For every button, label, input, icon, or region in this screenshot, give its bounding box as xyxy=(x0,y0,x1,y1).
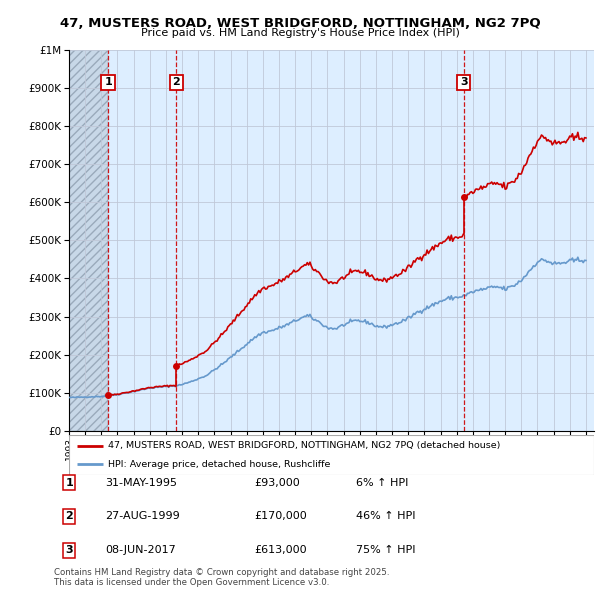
Text: HPI: Average price, detached house, Rushcliffe: HPI: Average price, detached house, Rush… xyxy=(109,460,331,468)
Text: 75% ↑ HPI: 75% ↑ HPI xyxy=(356,545,416,555)
Bar xyxy=(69,50,108,431)
Text: 6% ↑ HPI: 6% ↑ HPI xyxy=(356,477,409,487)
Text: 1: 1 xyxy=(65,477,73,487)
Text: £170,000: £170,000 xyxy=(254,512,307,522)
Text: Contains HM Land Registry data © Crown copyright and database right 2025.
This d: Contains HM Land Registry data © Crown c… xyxy=(54,568,389,587)
Text: 08-JUN-2017: 08-JUN-2017 xyxy=(106,545,176,555)
Text: 2: 2 xyxy=(65,512,73,522)
Text: £93,000: £93,000 xyxy=(254,477,299,487)
Text: 3: 3 xyxy=(65,545,73,555)
Text: 47, MUSTERS ROAD, WEST BRIDGFORD, NOTTINGHAM, NG2 7PQ: 47, MUSTERS ROAD, WEST BRIDGFORD, NOTTIN… xyxy=(59,17,541,30)
Text: 2: 2 xyxy=(173,77,180,87)
FancyBboxPatch shape xyxy=(69,435,594,475)
Text: 3: 3 xyxy=(460,77,467,87)
Text: 31-MAY-1995: 31-MAY-1995 xyxy=(106,477,178,487)
Text: 27-AUG-1999: 27-AUG-1999 xyxy=(106,512,180,522)
Text: 1: 1 xyxy=(104,77,112,87)
Text: 46% ↑ HPI: 46% ↑ HPI xyxy=(356,512,416,522)
Text: 47, MUSTERS ROAD, WEST BRIDGFORD, NOTTINGHAM, NG2 7PQ (detached house): 47, MUSTERS ROAD, WEST BRIDGFORD, NOTTIN… xyxy=(109,441,501,450)
Text: Price paid vs. HM Land Registry's House Price Index (HPI): Price paid vs. HM Land Registry's House … xyxy=(140,28,460,38)
Text: £613,000: £613,000 xyxy=(254,545,307,555)
